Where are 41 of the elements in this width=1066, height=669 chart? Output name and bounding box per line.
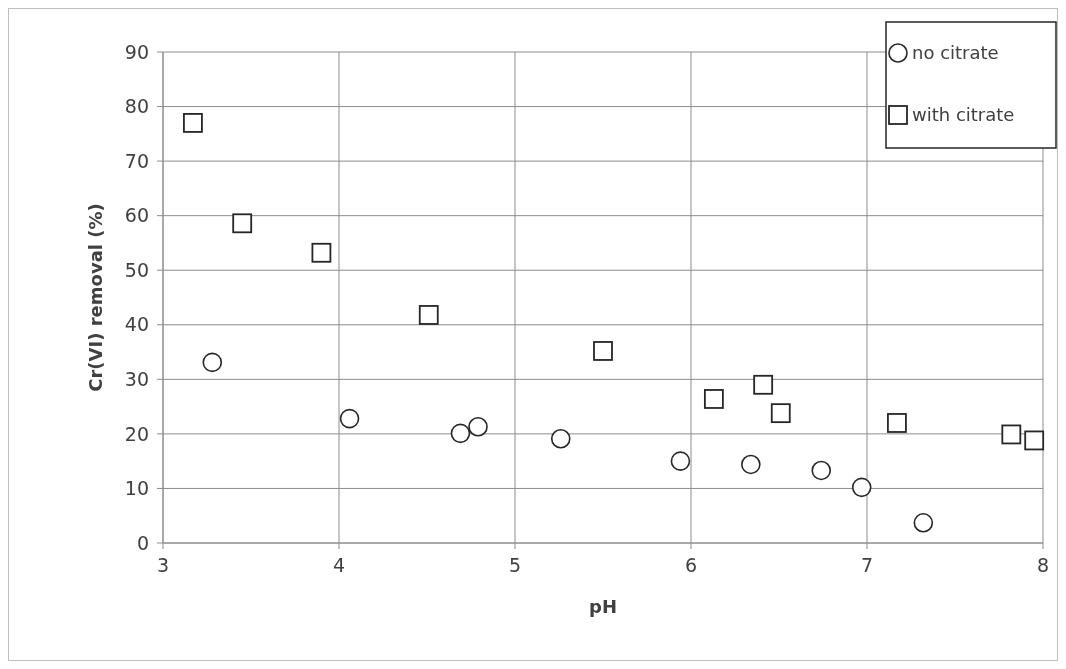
y-tick-label: 80: [124, 95, 149, 118]
x-axis-title: pH: [589, 596, 617, 617]
point: [887, 413, 907, 433]
point: [311, 242, 332, 263]
point: [851, 477, 872, 498]
point: [418, 305, 439, 325]
point: [670, 451, 691, 471]
y-axis-title: Cr(VI) removal (%): [85, 203, 106, 392]
point: [183, 113, 203, 133]
y-tick-label: 30: [124, 367, 149, 390]
legend-label: with citrate: [912, 104, 1015, 126]
y-tick-label: 50: [124, 258, 149, 281]
x-tick-label: 5: [508, 554, 522, 576]
x-tick-label: 8: [1036, 554, 1050, 576]
y-tick-label: 10: [124, 477, 149, 500]
point: [550, 429, 571, 449]
y-tick-label: 0: [136, 531, 149, 554]
point: [913, 513, 934, 533]
point: [1001, 424, 1022, 445]
point: [1024, 430, 1045, 451]
point: [753, 374, 774, 395]
x-tick-label: 3: [156, 554, 170, 576]
y-tick-label: 90: [124, 40, 149, 63]
point: [593, 341, 613, 361]
point: [232, 213, 253, 234]
x-tick-label: 4: [332, 554, 346, 576]
point: [741, 454, 761, 475]
y-tick-label: 60: [124, 204, 149, 227]
point: [468, 417, 488, 437]
x-tick-label: 7: [860, 554, 874, 576]
y-tick-label: 20: [124, 422, 149, 445]
point: [339, 408, 360, 429]
point: [770, 403, 791, 424]
y-tick-label: 70: [124, 149, 149, 172]
legend-label: no citrate: [912, 42, 999, 64]
y-tick-label: 40: [124, 313, 149, 336]
x-tick-label: 6: [684, 554, 698, 576]
point: [450, 423, 471, 444]
point: [202, 352, 223, 373]
point: [703, 389, 724, 409]
point: [811, 460, 832, 481]
